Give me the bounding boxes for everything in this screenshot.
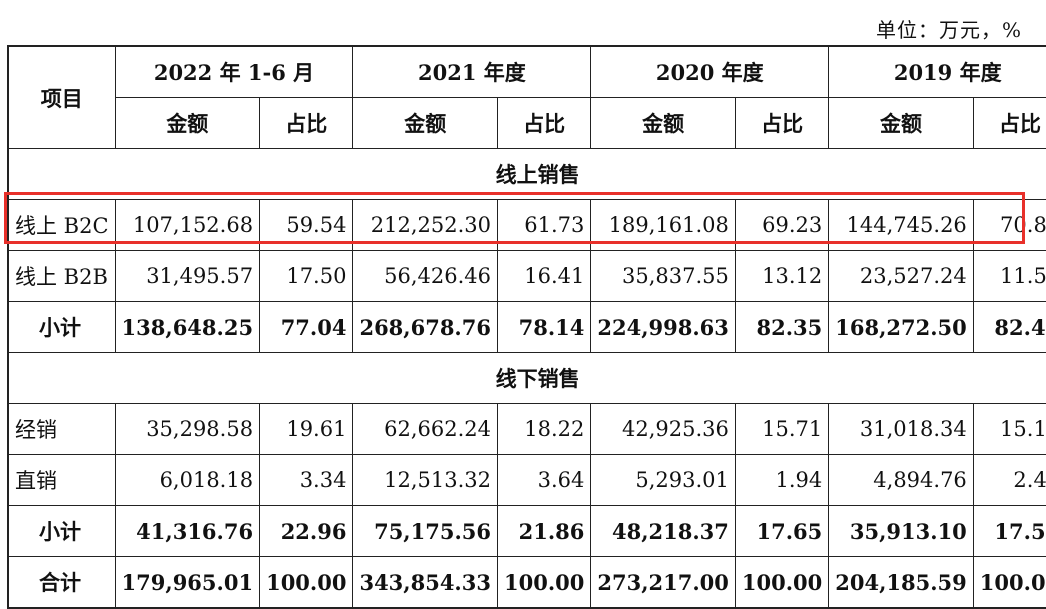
cell-ratio: 19.61 bbox=[259, 403, 354, 455]
cell-amount: 5,293.01 bbox=[590, 454, 736, 506]
cell-amount: 273,217.00 bbox=[590, 556, 736, 609]
cell-ratio: 77.04 bbox=[259, 301, 354, 353]
header-item: 项目 bbox=[7, 45, 116, 149]
header-ratio: 占比 bbox=[259, 97, 354, 149]
cell-ratio: 18.22 bbox=[496, 403, 592, 455]
cell-ratio: 3.64 bbox=[496, 454, 592, 506]
cell-ratio: 15.71 bbox=[734, 403, 830, 455]
row-label: 线上 B2C bbox=[7, 199, 116, 251]
cell-amount: 12,513.32 bbox=[352, 454, 498, 506]
cell-ratio: 3.34 bbox=[259, 454, 354, 506]
cell-amount: 4,894.76 bbox=[828, 454, 974, 506]
header-amount: 金额 bbox=[114, 97, 261, 149]
cell-ratio: 82.41 bbox=[972, 301, 1046, 353]
cell-ratio: 82.35 bbox=[734, 301, 830, 353]
section-offline-title: 线下销售 bbox=[7, 352, 1046, 404]
cell-ratio: 100.00 bbox=[734, 556, 830, 609]
cell-amount: 189,161.08 bbox=[590, 199, 736, 251]
cell-amount: 343,854.33 bbox=[352, 556, 498, 609]
row-label: 经销 bbox=[7, 403, 116, 455]
unit-label: 单位：万元，% bbox=[875, 18, 1022, 42]
row-label: 线上 B2B bbox=[7, 250, 116, 302]
cell-ratio: 100.00 bbox=[496, 556, 592, 609]
cell-ratio: 11.52 bbox=[972, 250, 1046, 302]
row-label: 小计 bbox=[7, 301, 116, 353]
cell-amount: 144,745.26 bbox=[828, 199, 974, 251]
header-period: 2022 年 1-6 月 bbox=[114, 45, 354, 98]
cell-ratio: 100.00 bbox=[259, 556, 354, 609]
header-row-metrics: 金额 占比 金额 占比 金额 占比 金额 占比 bbox=[8, 97, 1046, 149]
cell-amount: 31,018.34 bbox=[828, 403, 974, 455]
cell-ratio: 1.94 bbox=[734, 454, 830, 506]
cell-amount: 168,272.50 bbox=[828, 301, 974, 353]
subtotal-row: 小计 138,648.25 77.04 268,678.76 78.14 224… bbox=[7, 301, 1046, 353]
cell-amount: 212,252.30 bbox=[352, 199, 498, 251]
cell-amount: 75,175.56 bbox=[352, 505, 498, 557]
section-row-online: 线上销售 bbox=[7, 148, 1046, 200]
header-period: 2021 年度 bbox=[352, 45, 592, 98]
row-label: 直销 bbox=[7, 454, 116, 506]
cell-ratio: 70.89 bbox=[972, 199, 1046, 251]
cell-amount: 56,426.46 bbox=[352, 250, 498, 302]
cell-ratio: 100.00 bbox=[972, 556, 1046, 609]
cell-ratio: 21.86 bbox=[496, 505, 592, 557]
header-ratio: 占比 bbox=[972, 97, 1046, 149]
cell-ratio: 22.96 bbox=[259, 505, 354, 557]
cell-ratio: 17.50 bbox=[259, 250, 354, 302]
row-label: 小计 bbox=[7, 505, 116, 557]
cell-amount: 138,648.25 bbox=[114, 301, 261, 353]
header-ratio: 占比 bbox=[496, 97, 592, 149]
cell-ratio: 61.73 bbox=[496, 199, 592, 251]
table-row: 线上 B2C 107,152.68 59.54 212,252.30 61.73… bbox=[7, 199, 1046, 251]
cell-ratio: 78.14 bbox=[496, 301, 592, 353]
cell-amount: 107,152.68 bbox=[114, 199, 261, 251]
cell-ratio: 59.54 bbox=[259, 199, 354, 251]
cell-amount: 48,218.37 bbox=[590, 505, 736, 557]
cell-amount: 35,298.58 bbox=[114, 403, 261, 455]
header-ratio: 占比 bbox=[734, 97, 830, 149]
cell-amount: 35,913.10 bbox=[828, 505, 974, 557]
cell-ratio: 69.23 bbox=[734, 199, 830, 251]
revenue-table: 项目 2022 年 1-6 月 2021 年度 2020 年度 2019 年度 … bbox=[7, 45, 1046, 609]
cell-amount: 41,316.76 bbox=[114, 505, 261, 557]
cell-amount: 224,998.63 bbox=[590, 301, 736, 353]
subtotal-row: 小计 41,316.76 22.96 75,175.56 21.86 48,21… bbox=[7, 505, 1046, 557]
header-row-periods: 项目 2022 年 1-6 月 2021 年度 2020 年度 2019 年度 bbox=[7, 45, 1046, 149]
header-amount: 金额 bbox=[828, 97, 974, 149]
cell-amount: 62,662.24 bbox=[352, 403, 498, 455]
cell-amount: 23,527.24 bbox=[828, 250, 974, 302]
header-period: 2019 年度 bbox=[828, 45, 1046, 98]
row-label: 合计 bbox=[7, 556, 116, 609]
header-amount: 金额 bbox=[352, 97, 498, 149]
cell-amount: 204,185.59 bbox=[828, 556, 974, 609]
cell-amount: 179,965.01 bbox=[114, 556, 261, 609]
header-amount: 金额 bbox=[590, 97, 736, 149]
cell-amount: 6,018.18 bbox=[114, 454, 261, 506]
cell-amount: 35,837.55 bbox=[590, 250, 736, 302]
cell-ratio: 17.65 bbox=[734, 505, 830, 557]
cell-amount: 268,678.76 bbox=[352, 301, 498, 353]
cell-ratio: 17.59 bbox=[972, 505, 1046, 557]
header-period: 2020 年度 bbox=[590, 45, 830, 98]
cell-ratio: 16.41 bbox=[496, 250, 592, 302]
cell-ratio: 15.19 bbox=[972, 403, 1046, 455]
cell-amount: 42,925.36 bbox=[590, 403, 736, 455]
total-row: 合计 179,965.01 100.00 343,854.33 100.00 2… bbox=[7, 556, 1046, 609]
table-row: 线上 B2B 31,495.57 17.50 56,426.46 16.41 3… bbox=[7, 250, 1046, 302]
table-row: 直销 6,018.18 3.34 12,513.32 3.64 5,293.01… bbox=[7, 454, 1046, 506]
table-row: 经销 35,298.58 19.61 62,662.24 18.22 42,92… bbox=[7, 403, 1046, 455]
section-online-title: 线上销售 bbox=[7, 148, 1046, 200]
section-row-offline: 线下销售 bbox=[7, 352, 1046, 404]
cell-amount: 31,495.57 bbox=[114, 250, 261, 302]
cell-ratio: 13.12 bbox=[734, 250, 830, 302]
cell-ratio: 2.40 bbox=[972, 454, 1046, 506]
